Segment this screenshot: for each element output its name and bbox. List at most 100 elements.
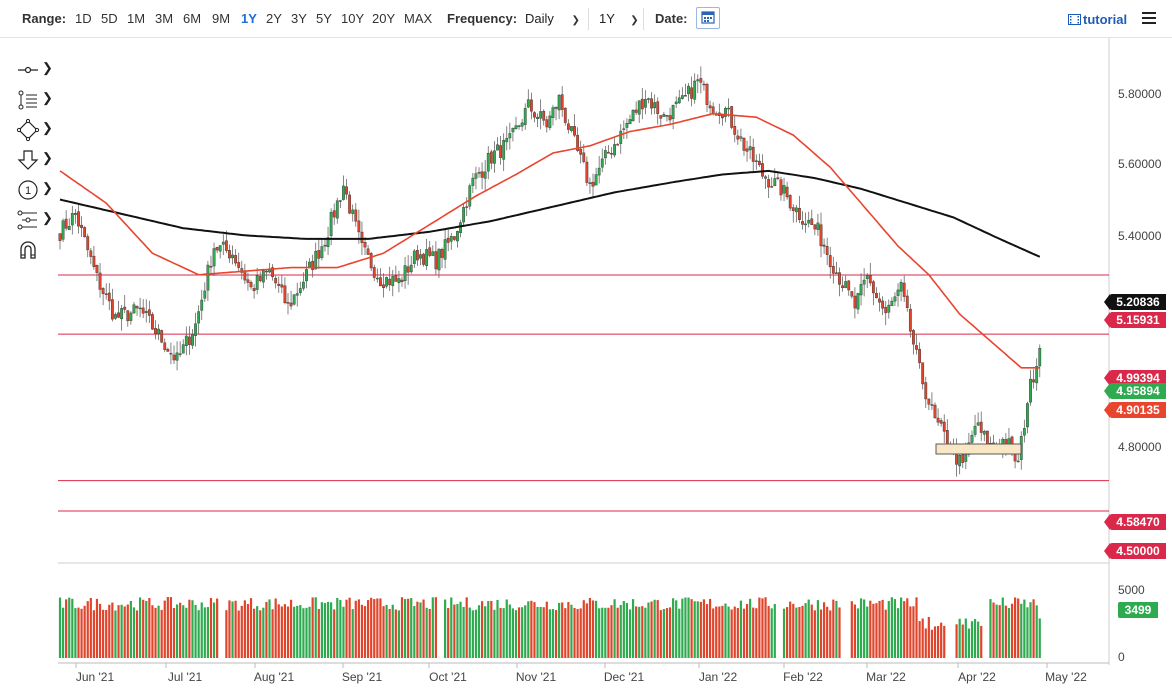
volume-bar <box>890 597 893 658</box>
volume-bar <box>280 606 283 658</box>
volume-bar <box>212 602 216 658</box>
volume-bar <box>194 604 197 658</box>
price-tag: 4.58470 <box>1104 514 1166 530</box>
range-1d[interactable]: 1D <box>75 11 92 26</box>
volume-bar <box>933 626 937 658</box>
range-20y[interactable]: 20Y <box>372 11 396 26</box>
trendline-tool[interactable]: ❯ <box>12 86 56 116</box>
volume-bar <box>551 608 555 658</box>
candle <box>110 288 114 322</box>
range-1y[interactable]: 1Y <box>241 11 257 26</box>
magnet-tool[interactable] <box>12 236 56 266</box>
chevron-right-icon: ❯ <box>42 90 53 105</box>
range-2y[interactable]: 2Y <box>266 11 282 26</box>
candle <box>727 98 730 117</box>
candle <box>594 167 598 186</box>
price-chart[interactable]: 5.80000 5.60000 5.40000 4.80000 5000 0 Jun '2… <box>0 38 1172 695</box>
volume-bar <box>487 601 490 658</box>
volume-bar <box>465 597 468 658</box>
volume-bars <box>58 596 1041 658</box>
candle <box>212 242 216 277</box>
volume-bar <box>576 609 579 658</box>
volume-bar <box>641 606 644 658</box>
candle <box>850 290 854 299</box>
candle <box>391 269 395 297</box>
volume-bar <box>992 602 995 658</box>
candle <box>1029 370 1032 406</box>
shapes-tool[interactable]: ❯ <box>12 116 56 146</box>
candle <box>243 263 247 285</box>
x-tick-label: Aug '21 <box>254 670 295 684</box>
range-3m[interactable]: 3M <box>155 11 174 26</box>
range-6m[interactable]: 6M <box>183 11 202 26</box>
calendar-button[interactable] <box>696 7 720 29</box>
crosshair-tool[interactable]: ❯ <box>12 56 56 86</box>
volume-bar <box>459 601 462 658</box>
candle <box>751 138 755 171</box>
frequency-dropdown[interactable]: Daily ❯ <box>525 11 580 26</box>
volume-bar <box>665 608 669 658</box>
candle <box>175 341 179 371</box>
range-10y[interactable]: 10Y <box>341 11 365 26</box>
candle <box>748 135 752 160</box>
volume-bar <box>283 604 287 658</box>
range-max[interactable]: MAX <box>404 11 433 26</box>
range-3y[interactable]: 3Y <box>291 11 307 26</box>
candle <box>736 129 740 145</box>
frequency-label: Frequency: <box>447 11 518 26</box>
range-9m[interactable]: 9M <box>212 11 231 26</box>
chevron-right-icon: ❯ <box>42 210 53 225</box>
volume-bar <box>151 605 154 658</box>
candle <box>369 251 373 272</box>
candle <box>908 304 912 338</box>
event-tool[interactable]: 1 ❯ <box>12 176 56 206</box>
volume-bar <box>68 597 71 658</box>
annotation-tool[interactable]: ❯ <box>12 146 56 176</box>
range-5y[interactable]: 5Y <box>316 11 332 26</box>
candle <box>200 289 204 320</box>
tutorial-link[interactable]: tutorial <box>1068 12 1127 27</box>
volume-bar <box>813 610 816 658</box>
range-1m[interactable]: 1M <box>127 11 146 26</box>
trendline-icon <box>18 90 37 110</box>
range-5d[interactable]: 5D <box>101 11 118 26</box>
candle <box>659 115 663 127</box>
candle <box>397 270 401 293</box>
volume-bar <box>539 606 542 658</box>
candle <box>616 143 620 146</box>
candle <box>591 173 595 197</box>
candle <box>668 107 672 126</box>
volume-bar <box>684 597 687 658</box>
candle <box>234 249 238 267</box>
volume-bar <box>397 610 401 658</box>
period-dropdown[interactable]: 1Y ❯ <box>599 11 639 26</box>
candle <box>425 238 429 270</box>
volume-bar <box>1014 597 1017 658</box>
price-tag: 5.15931 <box>1104 312 1166 328</box>
volume-bar <box>289 599 293 658</box>
candle <box>342 175 345 201</box>
volume-bar <box>477 605 481 658</box>
volume-bar <box>169 597 173 658</box>
volume-bar <box>977 621 980 658</box>
volume-bar <box>863 599 866 658</box>
candle <box>206 260 210 302</box>
volume-bar <box>71 598 74 658</box>
divider <box>643 8 644 30</box>
candle <box>188 326 191 355</box>
candle <box>791 204 795 223</box>
volume-bar <box>231 601 234 658</box>
volume-bar <box>111 602 114 658</box>
candle <box>107 283 111 311</box>
magnet-icon <box>20 241 36 259</box>
volume-bar <box>816 600 820 658</box>
candle <box>754 154 758 170</box>
volume-bar <box>579 608 582 658</box>
menu-button[interactable] <box>1142 10 1156 27</box>
volume-bar <box>810 604 813 658</box>
indicator-tool[interactable]: ❯ <box>12 206 56 236</box>
candle <box>828 246 832 279</box>
candle <box>816 213 820 236</box>
candle <box>372 264 376 281</box>
volume-bar <box>200 602 203 658</box>
